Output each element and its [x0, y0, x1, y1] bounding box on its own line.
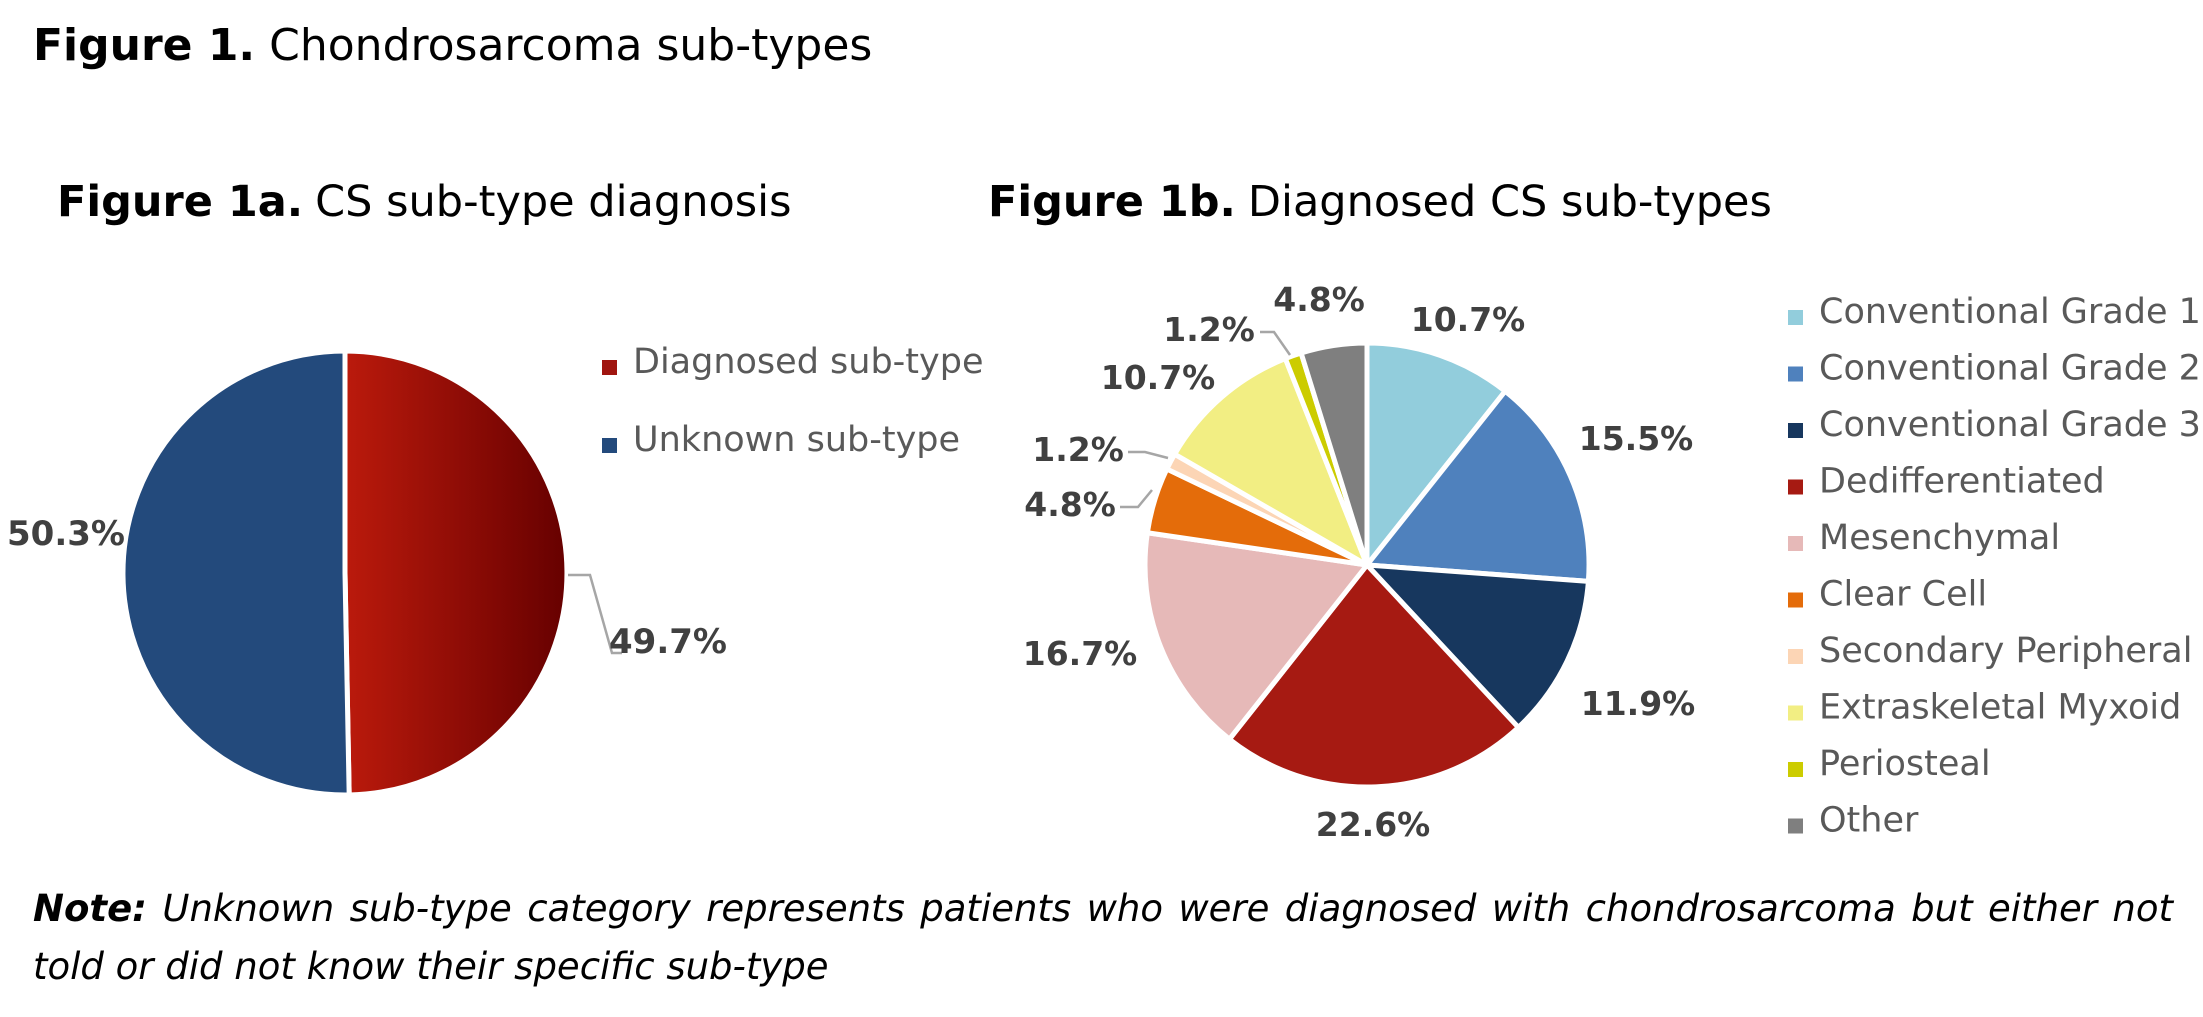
- legend-swatch-unknown-sub-type: [602, 438, 617, 453]
- legend-label-secondary-peripheral: Secondary Peripheral: [1819, 631, 2192, 671]
- pie-slice-diagnosed-sub-type: [342, 348, 570, 798]
- data-label-secondary-peripheral: 1.2%: [1032, 430, 1124, 469]
- legend-label-other: Other: [1819, 801, 1919, 841]
- data-label-conventional-grade-1: 10.7%: [1411, 300, 1526, 339]
- pie-slice-conventional-grade-1: [1364, 340, 1509, 573]
- data-label-extraskeletal-myxoid: 10.7%: [1101, 358, 1216, 397]
- chart-1b-title: Figure 1b. Diagnosed CS sub-types: [988, 177, 1772, 227]
- data-label-dedifferentiated: 22.6%: [1316, 805, 1431, 844]
- pie-slice-unknown-sub-type: [120, 348, 352, 798]
- leader-line-periosteal: [1260, 330, 1292, 356]
- leader-line-secondary-peripheral: [1128, 450, 1169, 460]
- chart-1a-title-text: CS sub-type diagnosis: [315, 177, 791, 227]
- leader-line-diagnosed-sub-type: [568, 573, 622, 655]
- legend-label-dedifferentiated: Dedifferentiated: [1819, 462, 2105, 502]
- chart-1b-data-labels: 10.7% 15.5% 11.9% 22.6% 16.7% 4.8% 1.2% 10.7% 1.…: [1023, 280, 1696, 844]
- chart-1b-legend: Conventional Grade 1 Conventional Grade 2…: [1788, 292, 2201, 841]
- figure-title-text: Chondrosarcoma sub-types: [269, 20, 873, 71]
- chart-1a-title: Figure 1a. CS sub-type diagnosis: [57, 177, 792, 227]
- data-label-mesenchymal: 16.7%: [1023, 634, 1138, 673]
- pie-slice-other: [1297, 340, 1370, 566]
- legend-swatch-dedifferentiated: [1788, 479, 1803, 495]
- chart-1b-title-text: Diagnosed CS sub-types: [1248, 177, 1772, 227]
- legend-swatch-diagnosed-sub-type: [602, 360, 617, 375]
- pie-slice-dedifferentiated: [1225, 561, 1522, 790]
- legend-label-conventional-grade-3: Conventional Grade 3: [1819, 405, 2201, 445]
- leader-line-clear-cell: [1120, 489, 1153, 509]
- chart-1b-pie: [1142, 340, 1592, 790]
- chart-1a-legend: Diagnosed sub-type Unknown sub-type: [602, 342, 984, 460]
- figure-note: Note: Unknown sub-type category represen…: [33, 880, 2173, 996]
- note-label: Note:: [33, 887, 147, 930]
- data-label-other: 4.8%: [1273, 280, 1365, 319]
- legend-label-mesenchymal: Mesenchymal: [1819, 518, 2060, 558]
- pie-slice-conventional-grade-3: [1360, 562, 1592, 731]
- legend-label-unknown-sub-type: Unknown sub-type: [633, 420, 960, 460]
- note-text: Unknown sub-type category represents pat…: [33, 887, 2173, 988]
- legend-swatch-conventional-grade-2: [1788, 366, 1803, 382]
- legend-swatch-extraskeletal-myxoid: [1788, 705, 1803, 721]
- chart-1a-data-labels: 49.7% 50.3%: [7, 514, 727, 662]
- legend-swatch-clear-cell: [1788, 592, 1803, 608]
- legend-label-conventional-grade-1: Conventional Grade 1: [1819, 292, 2201, 332]
- legend-label-diagnosed-sub-type: Diagnosed sub-type: [633, 342, 984, 382]
- chart-1b-title-number: Figure 1b.: [988, 177, 1236, 227]
- legend-label-extraskeletal-myxoid: Extraskeletal Myxoid: [1819, 688, 2181, 728]
- data-label-periosteal: 1.2%: [1163, 310, 1255, 349]
- legend-swatch-conventional-grade-3: [1788, 423, 1803, 438]
- legend-swatch-other: [1788, 818, 1803, 834]
- legend-label-conventional-grade-2: Conventional Grade 2: [1819, 349, 2201, 389]
- data-label-diagnosed-sub-type: 49.7%: [609, 622, 727, 662]
- legend-swatch-periosteal: [1788, 762, 1803, 777]
- data-label-unknown-sub-type: 50.3%: [7, 514, 125, 554]
- legend-label-periosteal: Periosteal: [1819, 744, 1991, 784]
- legend-swatch-conventional-grade-1: [1788, 310, 1803, 325]
- data-label-conventional-grade-3: 11.9%: [1581, 684, 1696, 723]
- pie-slice-mesenchymal: [1142, 529, 1372, 743]
- chart-1a-pie: [120, 348, 570, 798]
- legend-swatch-mesenchymal: [1788, 536, 1803, 551]
- pie-slice-extraskeletal-myxoid: [1171, 355, 1372, 571]
- figure-title-number: Figure 1.: [33, 20, 256, 71]
- pie-slice-conventional-grade-2: [1362, 387, 1592, 585]
- legend-swatch-secondary-peripheral: [1788, 649, 1803, 664]
- legend-label-clear-cell: Clear Cell: [1819, 575, 1987, 615]
- chart-1a-title-number: Figure 1a.: [57, 177, 303, 227]
- data-label-conventional-grade-2: 15.5%: [1579, 419, 1694, 458]
- figure-title: Figure 1. Chondrosarcoma sub-types: [33, 20, 872, 71]
- data-label-clear-cell: 4.8%: [1024, 485, 1116, 524]
